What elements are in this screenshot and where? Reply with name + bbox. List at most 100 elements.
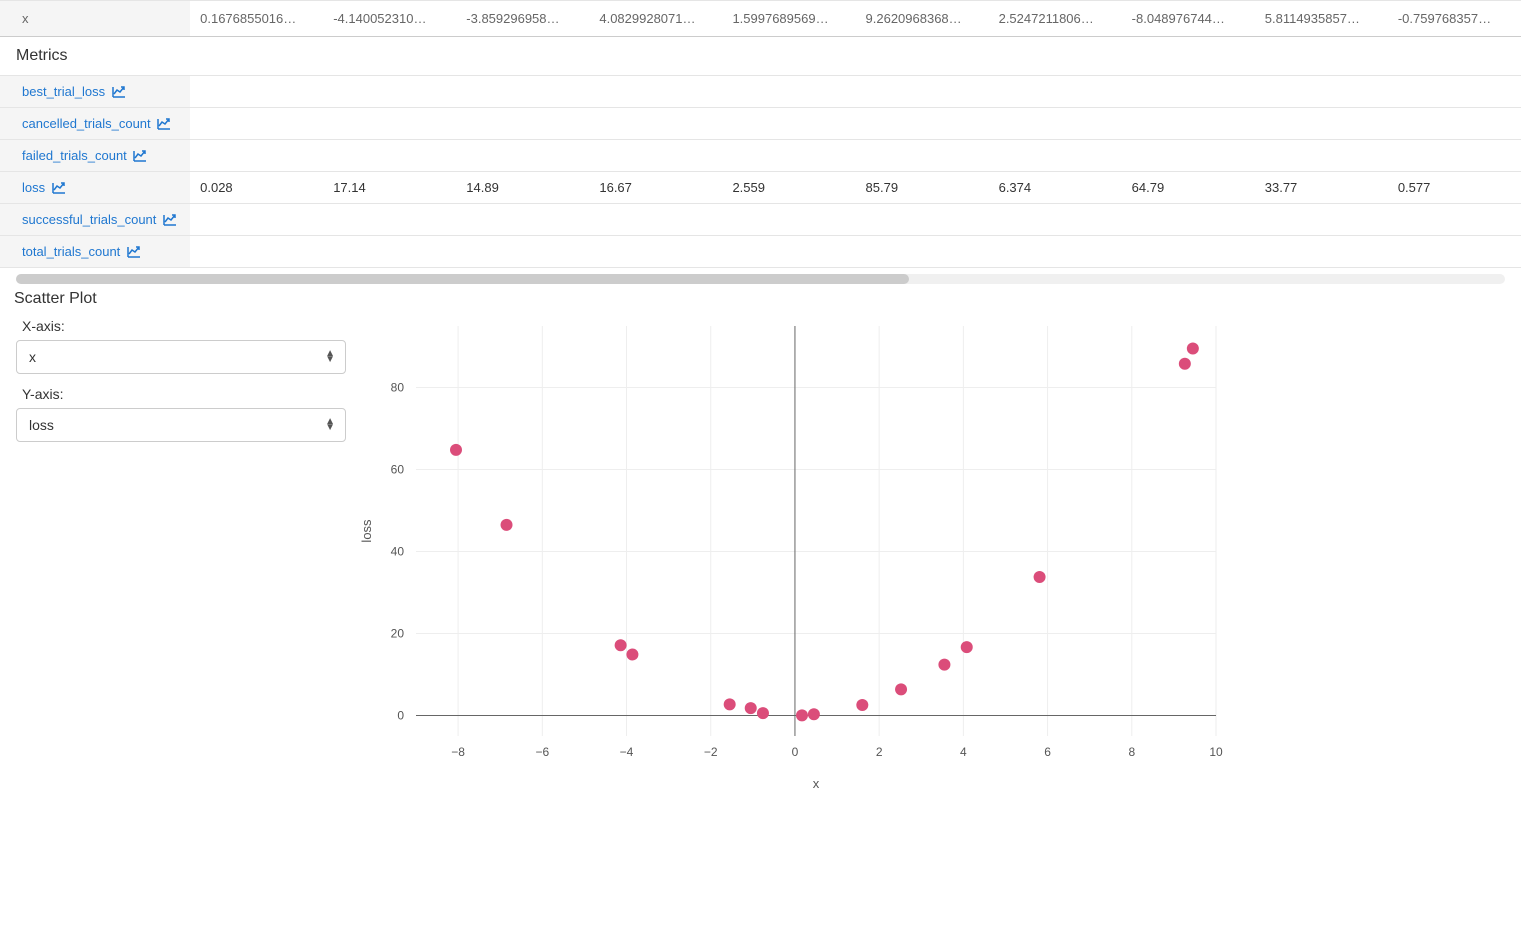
metric-link[interactable]: cancelled_trials_count <box>22 116 171 131</box>
chart-line-icon <box>112 86 126 98</box>
scatter-point[interactable] <box>1187 343 1199 355</box>
table-cell: 9.2620968368… <box>856 1 989 37</box>
table-cell <box>722 140 855 172</box>
svg-text:80: 80 <box>391 381 405 395</box>
svg-text:−8: −8 <box>451 745 465 759</box>
horizontal-scrollbar[interactable] <box>16 274 1505 284</box>
table-row: cancelled_trials_count <box>0 108 1521 140</box>
scatter-point[interactable] <box>501 519 513 531</box>
table-cell <box>1388 76 1521 108</box>
svg-text:40: 40 <box>391 545 405 559</box>
scatter-point[interactable] <box>745 702 757 714</box>
table-cell: 0.577 <box>1388 172 1521 204</box>
chart-line-icon <box>127 246 141 258</box>
chart-line-icon <box>133 150 147 162</box>
table-cell <box>856 204 989 236</box>
x-axis-select[interactable]: x ▲▼ <box>16 340 346 374</box>
scatter-section-title: Scatter Plot <box>14 290 1505 308</box>
x-axis-label: X-axis: <box>16 318 346 334</box>
table-cell <box>1255 140 1388 172</box>
table-cell <box>190 236 323 268</box>
metric-link[interactable]: loss <box>22 180 66 195</box>
table-cell <box>190 76 323 108</box>
table-cell <box>190 108 323 140</box>
metrics-table: x0.1676855016…-4.140052310…-3.859296958…… <box>0 0 1521 268</box>
table-cell <box>323 140 456 172</box>
table-cell: -8.048976744… <box>1122 1 1255 37</box>
table-cell <box>1122 236 1255 268</box>
scatter-point[interactable] <box>961 641 973 653</box>
scatter-point[interactable] <box>626 648 638 660</box>
metric-label-cell: failed_trials_count <box>0 140 190 172</box>
table-cell <box>1255 108 1388 140</box>
table-cell <box>1122 76 1255 108</box>
table-cell: -3.859296958… <box>456 1 589 37</box>
table-cell: 2.5247211806… <box>989 1 1122 37</box>
scatter-chart-area: −8−6−4−20246810020406080xloss <box>346 316 1505 796</box>
table-cell <box>1122 108 1255 140</box>
metric-label-cell: total_trials_count <box>0 236 190 268</box>
table-cell <box>989 236 1122 268</box>
scatter-point[interactable] <box>757 707 769 719</box>
table-cell <box>589 108 722 140</box>
svg-text:4: 4 <box>960 745 967 759</box>
table-cell: 5.8114935857… <box>1255 1 1388 37</box>
table-cell <box>722 108 855 140</box>
table-cell <box>323 108 456 140</box>
x-axis-select-value: x <box>29 349 36 365</box>
table-cell <box>1388 140 1521 172</box>
table-cell: -4.140052310… <box>323 1 456 37</box>
table-cell <box>190 204 323 236</box>
metric-link[interactable]: failed_trials_count <box>22 148 147 163</box>
metric-link[interactable]: successful_trials_count <box>22 212 177 227</box>
table-cell: 16.67 <box>589 172 722 204</box>
scatter-point[interactable] <box>724 698 736 710</box>
scatter-point[interactable] <box>856 699 868 711</box>
scatter-point[interactable] <box>895 683 907 695</box>
table-cell <box>1388 236 1521 268</box>
scatter-point[interactable] <box>938 659 950 671</box>
scatter-point[interactable] <box>1179 358 1191 370</box>
table-cell <box>989 140 1122 172</box>
scatter-point[interactable] <box>450 444 462 456</box>
scatter-point[interactable] <box>808 708 820 720</box>
svg-text:−2: −2 <box>704 745 718 759</box>
table-cell: 1.5997689569… <box>722 1 855 37</box>
table-cell <box>1255 236 1388 268</box>
scatter-point[interactable] <box>615 639 627 651</box>
table-cell <box>989 204 1122 236</box>
table-cell: 2.559 <box>722 172 855 204</box>
metrics-header-label: Metrics <box>0 37 1521 76</box>
table-row: x0.1676855016…-4.140052310…-3.859296958…… <box>0 1 1521 37</box>
metric-label-cell: best_trial_loss <box>0 76 190 108</box>
scatter-point[interactable] <box>796 709 808 721</box>
table-cell <box>190 140 323 172</box>
table-cell <box>589 236 722 268</box>
svg-text:60: 60 <box>391 463 405 477</box>
metric-link[interactable]: total_trials_count <box>22 244 141 259</box>
table-cell <box>1255 76 1388 108</box>
scrollbar-thumb[interactable] <box>16 274 909 284</box>
table-cell <box>323 76 456 108</box>
table-cell: 6.374 <box>989 172 1122 204</box>
chart-line-icon <box>52 182 66 194</box>
metric-link[interactable]: best_trial_loss <box>22 84 126 99</box>
table-cell: 4.0829928071… <box>589 1 722 37</box>
svg-text:2: 2 <box>876 745 883 759</box>
svg-text:−6: −6 <box>535 745 549 759</box>
table-row: failed_trials_count <box>0 140 1521 172</box>
svg-text:−4: −4 <box>620 745 634 759</box>
table-cell <box>456 236 589 268</box>
scatter-point[interactable] <box>1034 571 1046 583</box>
table-cell <box>456 108 589 140</box>
table-cell <box>856 76 989 108</box>
svg-text:loss: loss <box>359 519 374 543</box>
table-cell <box>1388 204 1521 236</box>
table-cell <box>456 204 589 236</box>
table-cell <box>722 204 855 236</box>
scatter-plot-svg: −8−6−4−20246810020406080xloss <box>346 316 1236 796</box>
y-axis-select[interactable]: loss ▲▼ <box>16 408 346 442</box>
svg-text:10: 10 <box>1209 745 1223 759</box>
svg-text:0: 0 <box>397 709 404 723</box>
table-cell: 0.028 <box>190 172 323 204</box>
